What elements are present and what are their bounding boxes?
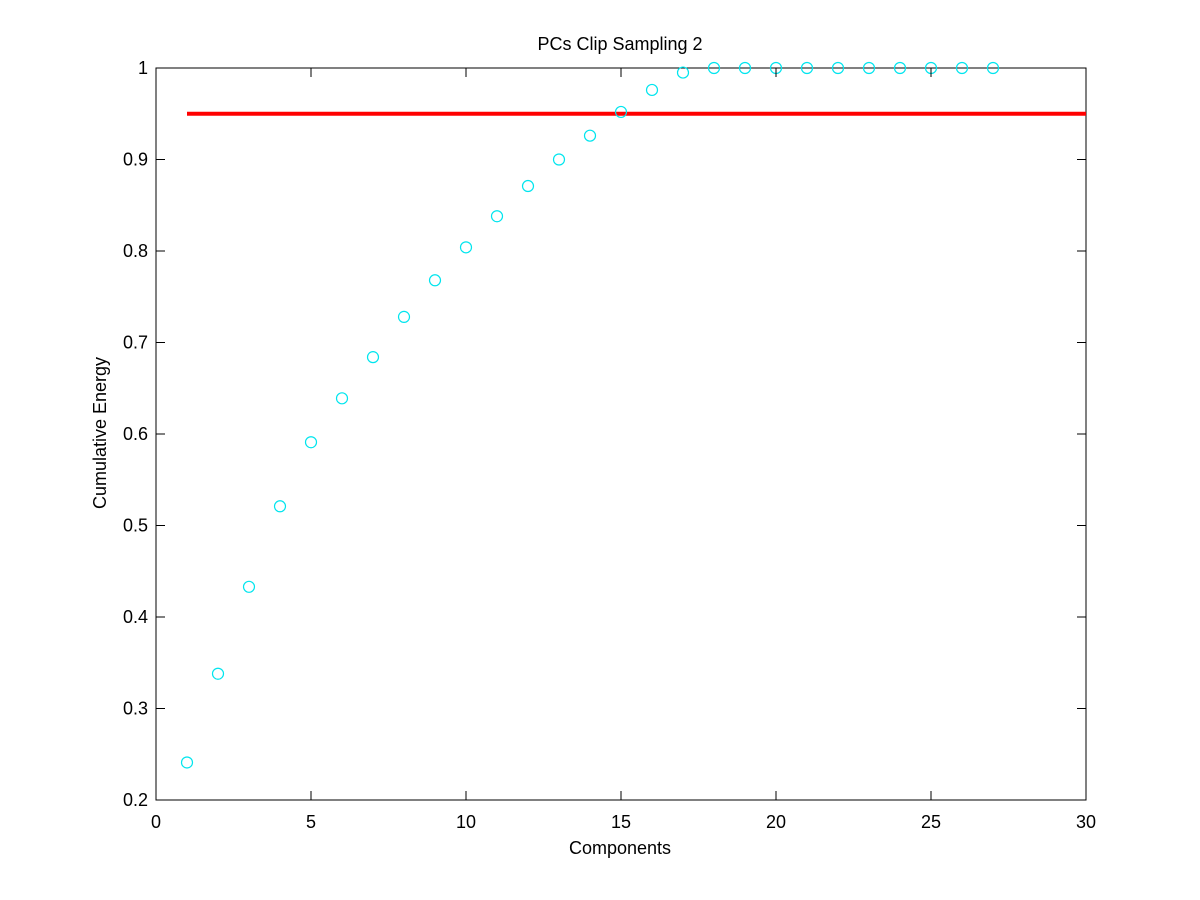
data-point	[459, 241, 473, 254]
y-axis: 0.2 0.3 0.4 0.5 0.6 0.7 0.8 0.9 1	[123, 58, 1086, 810]
data-point	[614, 105, 628, 119]
data-point	[676, 66, 690, 79]
data-point	[521, 179, 535, 193]
data-point	[552, 153, 566, 166]
x-tick-label: 25	[921, 812, 941, 832]
data-point	[955, 61, 969, 75]
y-tick-label: 0.3	[123, 699, 148, 719]
y-tick-label: 0.7	[123, 333, 148, 353]
data-point	[800, 61, 814, 75]
data-point	[490, 210, 504, 223]
data-point	[366, 351, 380, 364]
data-point	[645, 83, 659, 97]
y-tick-label: 0.5	[123, 516, 148, 536]
data-point	[428, 274, 442, 287]
data-point	[986, 61, 1000, 75]
y-tick-label: 1	[138, 58, 148, 78]
data-point	[211, 667, 225, 680]
data-point	[831, 61, 845, 75]
data-point	[707, 61, 721, 75]
data-point	[862, 61, 876, 75]
data-point	[304, 436, 318, 449]
x-axis: 0 5 10 15 20 25 30	[151, 68, 1096, 832]
data-point	[180, 756, 194, 769]
y-axis-label: Cumulative Energy	[90, 357, 110, 509]
x-axis-label: Components	[569, 838, 671, 858]
data-point	[893, 61, 907, 75]
y-tick-label: 0.2	[123, 790, 148, 810]
y-tick-label: 0.4	[123, 607, 148, 627]
data-point	[273, 500, 287, 513]
x-tick-label: 10	[456, 812, 476, 832]
x-tick-label: 15	[611, 812, 631, 832]
data-point	[335, 392, 349, 405]
x-tick-label: 5	[306, 812, 316, 832]
x-tick-label: 30	[1076, 812, 1096, 832]
x-tick-label: 0	[151, 812, 161, 832]
y-tick-label: 0.6	[123, 424, 148, 444]
data-point	[242, 580, 256, 593]
chart-title: PCs Clip Sampling 2	[537, 34, 702, 54]
y-tick-label: 0.9	[123, 150, 148, 170]
x-tick-label: 20	[766, 812, 786, 832]
data-point	[583, 129, 597, 142]
data-point	[397, 310, 411, 323]
data-point	[738, 61, 752, 75]
y-tick-label: 0.8	[123, 241, 148, 261]
